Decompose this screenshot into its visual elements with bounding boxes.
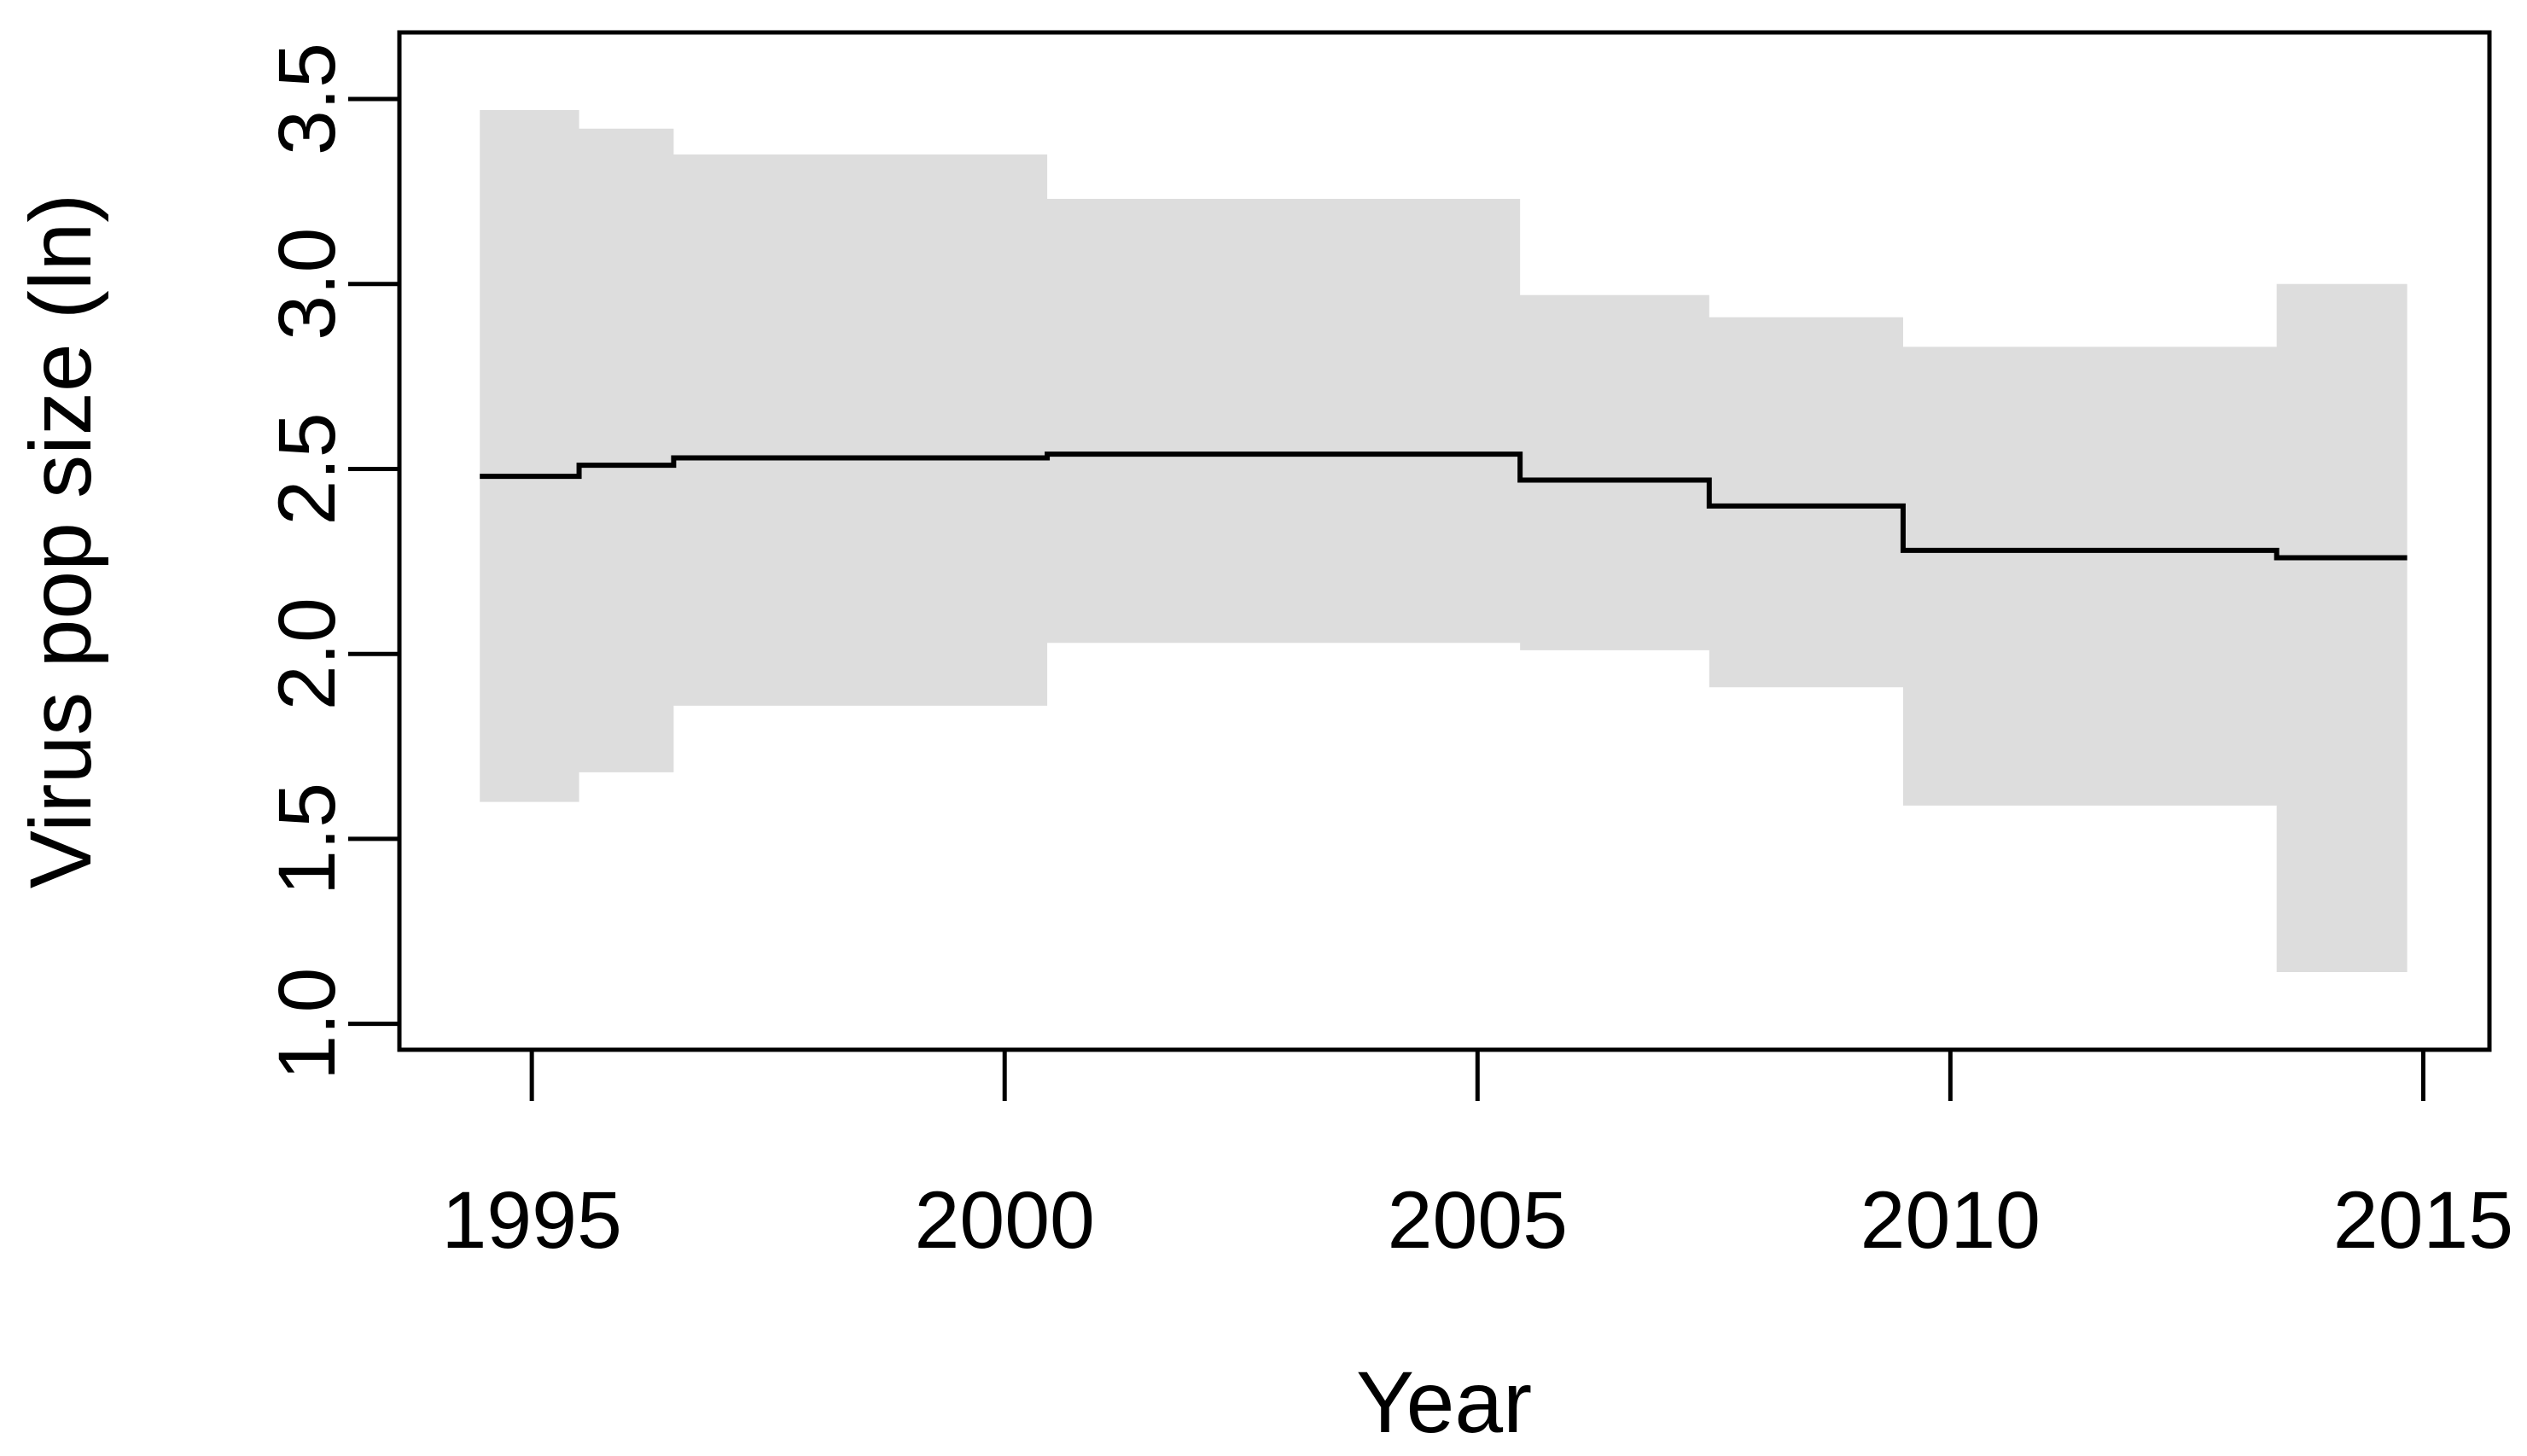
y-tick-label: 3.5 <box>262 43 352 155</box>
y-tick-label: 1.5 <box>262 783 352 895</box>
confidence-band <box>480 110 2408 972</box>
y-tick-label: 2.5 <box>262 412 352 525</box>
y-axis-title: Virus pop size (ln) <box>12 194 109 888</box>
x-axis: 1995 2000 2005 2010 2015 <box>441 1050 2513 1266</box>
median-line <box>480 451 2408 561</box>
confidence-band-layer <box>480 110 2408 972</box>
x-tick-label: 2015 <box>2333 1175 2513 1266</box>
x-tick-label: 2010 <box>1860 1175 2041 1266</box>
y-tick-label: 1.0 <box>262 968 352 1080</box>
y-tick-label: 3.0 <box>262 228 352 341</box>
median-line-layer <box>480 451 2408 561</box>
x-tick-label: 1995 <box>441 1175 621 1266</box>
x-tick-label: 2005 <box>1388 1175 1568 1266</box>
y-tick-label: 2.0 <box>262 597 352 710</box>
x-tick-label: 2000 <box>915 1175 1095 1266</box>
plot-box <box>397 30 2492 1052</box>
y-axis: 1.0 1.5 2.0 2.5 3.0 3.5 <box>262 43 399 1080</box>
x-axis-title: Year <box>1356 1354 1532 1451</box>
